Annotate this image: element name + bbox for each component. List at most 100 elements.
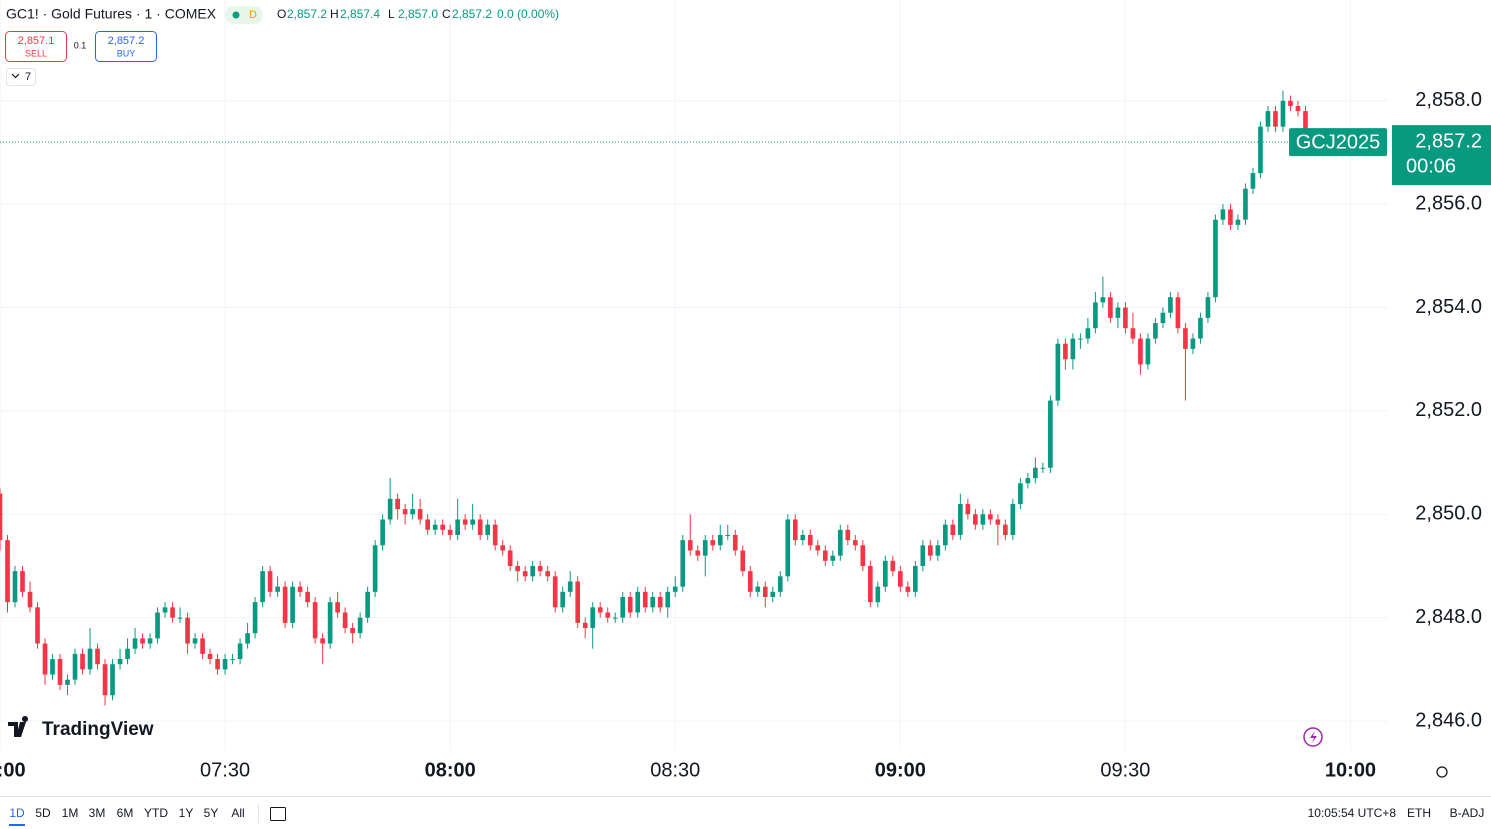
candle-body [537, 565, 543, 572]
calendar-icon[interactable] [270, 807, 286, 821]
status-pill[interactable] [225, 6, 263, 24]
spread: 0.1 [74, 40, 87, 50]
candle-body [245, 633, 250, 644]
candle-body [230, 659, 235, 661]
candle-body [800, 534, 806, 541]
change: 0.0 (0.00%) [497, 7, 559, 21]
candle-body [290, 586, 295, 623]
candle-body [1168, 297, 1173, 313]
candle-body [695, 550, 701, 556]
candle-body [425, 519, 430, 530]
candle-body [1243, 188, 1248, 220]
candle-body [507, 550, 513, 566]
candle-body [897, 571, 903, 587]
candle-body [1033, 467, 1038, 479]
candle-body [192, 638, 198, 644]
x-tick-label: 08:30 [650, 759, 700, 781]
candle-body [1108, 297, 1113, 318]
candle-body [1078, 338, 1083, 340]
range-button[interactable]: 1Y [179, 806, 194, 820]
symbol[interactable]: GC1! · Gold Futures · 1 · COMEX [6, 6, 217, 22]
candle-body [928, 545, 933, 556]
price-label: 2,857.2 [1415, 130, 1482, 152]
candle-body [545, 571, 551, 577]
candle-body [980, 514, 986, 525]
candle-body [95, 648, 100, 665]
candle-body [612, 617, 618, 619]
candle-body [470, 519, 475, 525]
candle-body [717, 534, 723, 546]
x-tick-label: 07:00 [0, 759, 26, 781]
candle-body [913, 565, 918, 592]
buy-button[interactable] [95, 31, 157, 62]
candle-body [1160, 312, 1166, 324]
candle-body [222, 659, 228, 670]
candle-body [1130, 328, 1136, 339]
candle-body [410, 509, 415, 515]
buy-label: BUY [117, 48, 136, 58]
indicator-count: 7 [25, 71, 31, 83]
candle-body [155, 612, 160, 639]
candle-body [1198, 317, 1203, 339]
session[interactable]: ETH [1407, 806, 1431, 820]
range-button[interactable]: 1M [62, 806, 79, 820]
candle-body [65, 679, 70, 685]
candle-body [785, 519, 791, 577]
y-tick-label: 2,846.0 [1415, 709, 1482, 731]
candle-body [672, 586, 678, 592]
adjustment[interactable]: B-ADJ [1450, 806, 1485, 820]
candle-body [1228, 209, 1233, 225]
candle-body [755, 586, 761, 592]
candle-body [882, 560, 888, 587]
watermark[interactable]: TradingView [42, 719, 154, 740]
candle-body [0, 493, 3, 541]
candle-body [140, 638, 145, 644]
candle-body [372, 545, 378, 592]
candle-body [162, 607, 168, 613]
candle-body [492, 524, 498, 546]
candle-body [1250, 173, 1256, 189]
candle-body [35, 607, 40, 644]
settings-icon[interactable] [1436, 766, 1448, 778]
candle-body [477, 519, 483, 535]
candle-body [147, 638, 153, 644]
ohlc-key: H [330, 7, 339, 21]
candle-body [1220, 209, 1226, 220]
candle-body [1303, 111, 1308, 143]
range-button[interactable]: 5D [35, 806, 51, 820]
candle-body [342, 612, 348, 629]
candle-body [260, 571, 265, 603]
candle-body [417, 509, 423, 520]
candle-body [988, 514, 993, 520]
range-button[interactable]: 6M [117, 806, 134, 820]
y-tick-label: 2,852.0 [1415, 399, 1482, 421]
range-button[interactable]: 3M [89, 806, 106, 820]
candle-body [305, 591, 310, 603]
candle-body [267, 571, 273, 592]
candle-body [740, 550, 746, 572]
candle-body [447, 529, 453, 535]
candle-body [815, 545, 821, 551]
candle-body [710, 540, 716, 546]
candle-body [965, 503, 971, 515]
candle-body [905, 586, 911, 592]
indicator-toggle[interactable] [6, 68, 36, 86]
range-button[interactable]: 5Y [204, 806, 219, 820]
candle-body [395, 498, 400, 510]
clock[interactable]: 10:05:54 UTC+8 [1308, 806, 1397, 820]
range-button[interactable]: All [231, 806, 244, 820]
price-label-bg [1392, 125, 1491, 186]
candle-body [207, 653, 213, 660]
candle-body [845, 529, 851, 541]
candle-body [252, 602, 258, 634]
range-button[interactable]: YTD [144, 806, 168, 820]
symbol-label: GCJ2025 [1296, 131, 1381, 153]
candle-body [327, 602, 333, 644]
candle-body [110, 664, 115, 696]
candle-body [432, 524, 438, 530]
candle-body [1138, 338, 1143, 365]
sell-button[interactable] [5, 31, 67, 62]
range-button[interactable]: 1D [9, 806, 25, 820]
candle-body [387, 498, 393, 520]
candle-body [935, 545, 941, 556]
